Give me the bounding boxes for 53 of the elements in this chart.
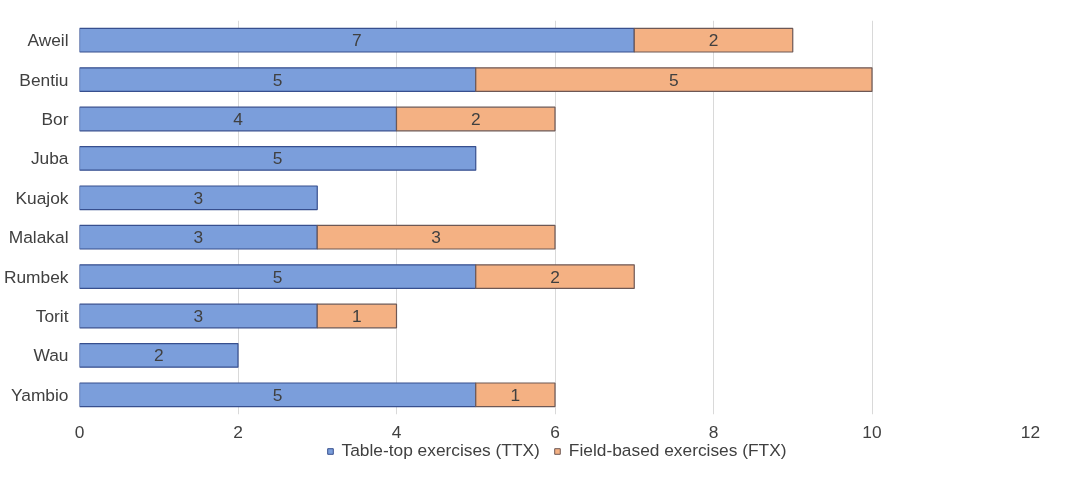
bar — [79, 106, 398, 132]
y-tick-label: Torit — [35, 306, 69, 326]
legend-label: Table-top exercises (TTX) — [341, 440, 540, 461]
bar — [79, 382, 477, 408]
bar — [79, 145, 477, 171]
y-tick-label: Wau — [33, 345, 69, 366]
data-label: 5 — [669, 69, 679, 90]
data-label: 3 — [193, 227, 204, 248]
bar — [475, 382, 556, 408]
x-tick-label: 6 — [550, 421, 560, 442]
bar — [475, 264, 635, 290]
data-label: 3 — [193, 306, 204, 326]
bar — [79, 185, 318, 211]
data-label: 2 — [153, 345, 164, 366]
data-label: 1 — [510, 384, 521, 405]
legend-label: Field-based exercises (FTX) — [568, 440, 787, 461]
data-label: 7 — [352, 30, 362, 51]
data-label: 5 — [272, 148, 283, 169]
y-tick-label: Malakal — [8, 227, 69, 248]
data-label: 2 — [550, 266, 560, 287]
bar — [79, 342, 239, 368]
y-tick-label: Juba — [30, 148, 69, 169]
x-tick-label: 8 — [708, 421, 719, 442]
data-label: 2 — [470, 109, 481, 129]
bar — [79, 67, 477, 93]
bar — [633, 27, 794, 53]
data-label: 3 — [431, 227, 441, 248]
bar — [316, 303, 398, 329]
x-tick-label: 2 — [233, 421, 243, 442]
bar — [79, 303, 318, 329]
y-tick-label: Rumbek — [3, 266, 69, 287]
y-tick-label: Yambio — [11, 384, 69, 405]
bar — [475, 67, 873, 93]
y-tick-label: Kuajok — [15, 187, 69, 208]
x-tick-label: 0 — [74, 421, 85, 442]
bar — [316, 224, 556, 250]
data-label: 4 — [233, 109, 244, 129]
y-tick-label: Aweil — [27, 30, 69, 51]
y-tick-label: Bor — [41, 109, 69, 129]
bar — [79, 27, 635, 53]
bar — [395, 106, 556, 132]
data-label: 5 — [272, 69, 283, 90]
data-label: 5 — [272, 266, 283, 287]
data-label: 1 — [352, 306, 362, 326]
data-label: 2 — [708, 30, 719, 51]
y-tick-label: Bentiu — [19, 69, 69, 90]
bar — [79, 264, 477, 290]
x-tick-label: 12 — [1020, 421, 1041, 442]
data-label: 5 — [272, 384, 283, 405]
x-tick-label: 10 — [862, 421, 882, 442]
x-tick-label: 4 — [391, 421, 402, 442]
bar — [79, 224, 318, 250]
data-label: 3 — [193, 187, 204, 208]
